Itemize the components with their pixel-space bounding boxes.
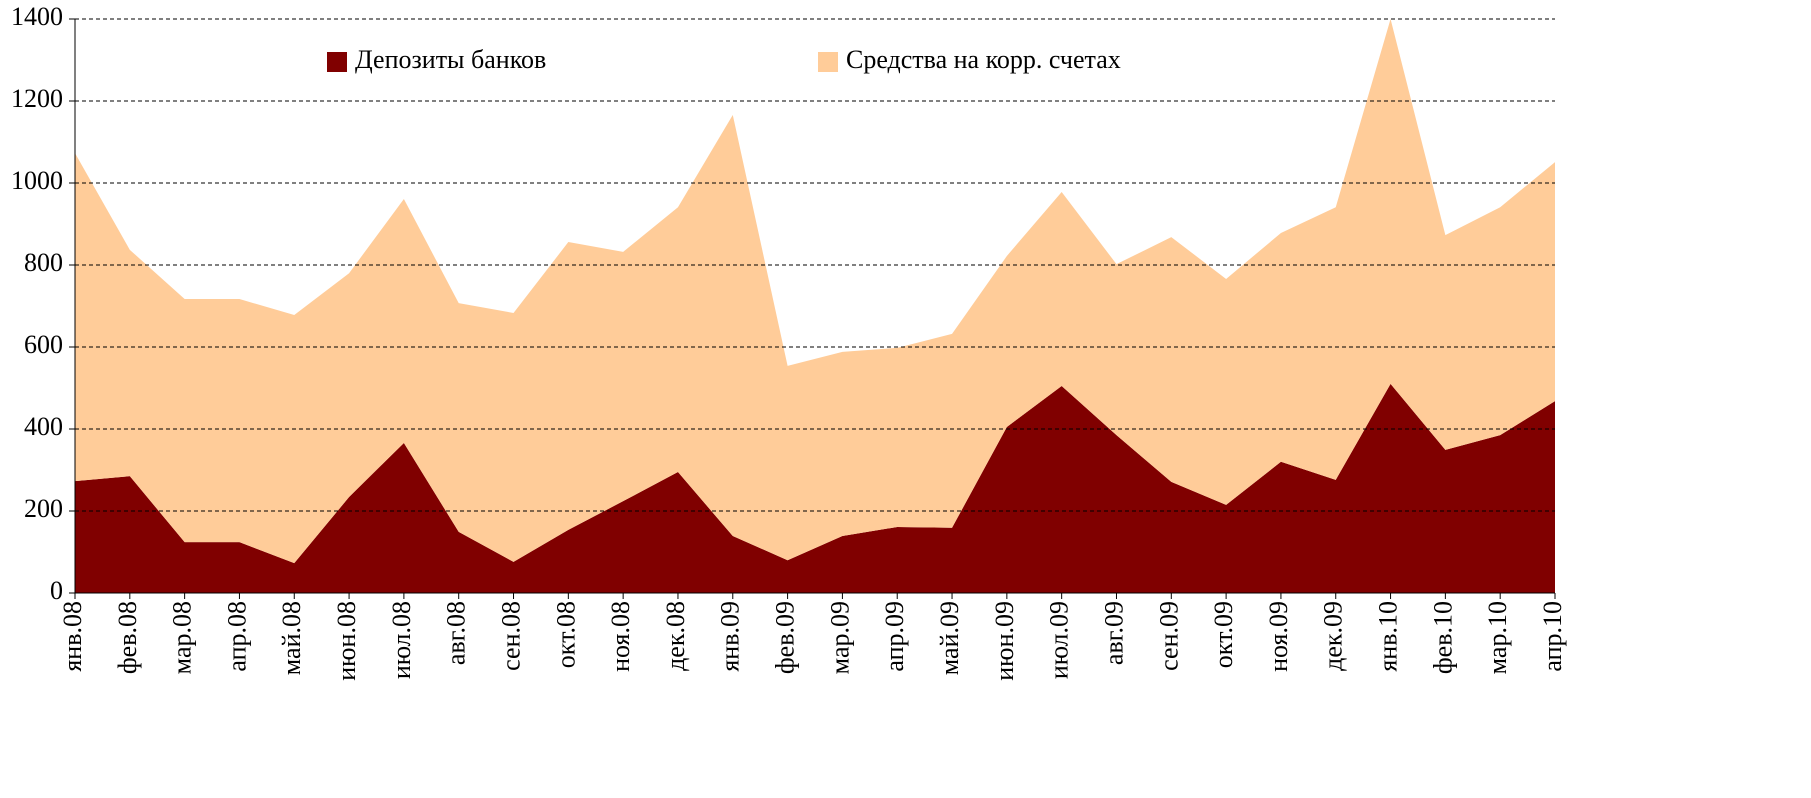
x-tick-label: янв.09	[716, 601, 745, 672]
x-tick-label: окт.08	[551, 601, 580, 668]
legend-label: Средства на корр. счетах	[846, 45, 1121, 74]
x-tick-label: фев.08	[113, 601, 142, 674]
x-tick-label: июл.09	[1045, 601, 1074, 679]
y-tick-label: 1400	[11, 2, 63, 31]
x-tick-label: июл.08	[387, 601, 416, 679]
x-tick-label: апр.10	[1538, 601, 1567, 672]
x-tick-label: дек.08	[661, 601, 690, 671]
y-tick-label: 600	[24, 330, 63, 359]
area	[75, 383, 1555, 593]
x-tick-label: мар.10	[1483, 601, 1512, 674]
area	[75, 19, 1555, 564]
x-tick-label: май.08	[277, 601, 306, 675]
x-tick-label: сен.08	[496, 601, 525, 671]
x-tick-label: май.09	[935, 601, 964, 675]
legend-swatch	[818, 52, 838, 72]
x-tick-label: июн.08	[332, 601, 361, 681]
x-tick-label: мар.08	[168, 601, 197, 674]
x-tick-label: фев.09	[771, 601, 800, 674]
x-tick-label: мар.09	[825, 601, 854, 674]
x-tick-label: янв.08	[58, 601, 87, 672]
x-tick-label: апр.09	[880, 601, 909, 672]
legend-label: Депозиты банков	[355, 45, 546, 74]
y-tick-label: 1000	[11, 166, 63, 195]
y-tick-label: 400	[24, 412, 63, 441]
x-tick-label: фев.10	[1428, 601, 1457, 674]
x-tick-label: авг.08	[442, 601, 471, 665]
legend-swatch	[327, 52, 347, 72]
y-tick-label: 200	[24, 494, 63, 523]
x-tick-label: июн.09	[990, 601, 1019, 681]
x-tick-label: авг.09	[1099, 601, 1128, 665]
x-tick-label: апр.08	[222, 601, 251, 672]
y-tick-label: 1200	[11, 84, 63, 113]
x-tick-label: дек.09	[1319, 601, 1348, 671]
x-tick-label: сен.09	[1154, 601, 1183, 671]
x-tick-label: ноя.09	[1264, 601, 1293, 672]
y-tick-label: 800	[24, 248, 63, 277]
x-tick-label: янв.10	[1374, 601, 1403, 672]
x-tick-label: ноя.08	[606, 601, 635, 672]
x-tick-label: окт.09	[1209, 601, 1238, 668]
y-tick-label: 0	[50, 576, 63, 605]
